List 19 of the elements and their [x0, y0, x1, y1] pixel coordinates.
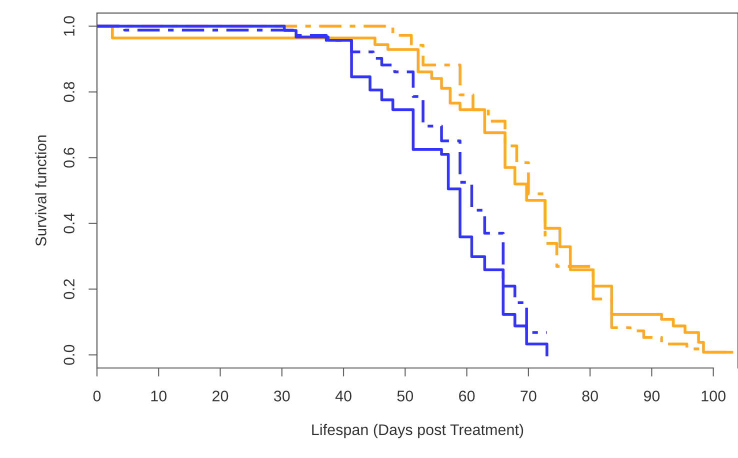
- x-tick-label: 60: [459, 390, 475, 402]
- x-tick-label: 80: [582, 390, 598, 402]
- y-tick-label: 0.2: [64, 279, 75, 300]
- y-tick-label: 0.6: [64, 148, 75, 168]
- y-tick-label: 0.0: [64, 344, 75, 365]
- x-tick-label: 20: [212, 390, 228, 402]
- y-axis-title: Survival function: [35, 135, 46, 246]
- y-tick-label: 1.0: [64, 16, 75, 36]
- x-tick-label: 100: [702, 390, 726, 402]
- x-tick-label: 30: [274, 390, 290, 402]
- y-tick-label: 0.8: [64, 82, 75, 102]
- x-tick-label: 50: [397, 390, 414, 402]
- y-tick-label: 0.4: [64, 213, 75, 234]
- x-tick-label: 90: [644, 390, 660, 402]
- x-axis-title: Lifespan (Days post Treatment): [312, 424, 524, 438]
- x-tick-label: 70: [520, 390, 536, 402]
- x-tick-label: 40: [335, 390, 352, 402]
- x-tick-label: 10: [151, 390, 167, 402]
- x-tick-label: 0: [93, 390, 101, 402]
